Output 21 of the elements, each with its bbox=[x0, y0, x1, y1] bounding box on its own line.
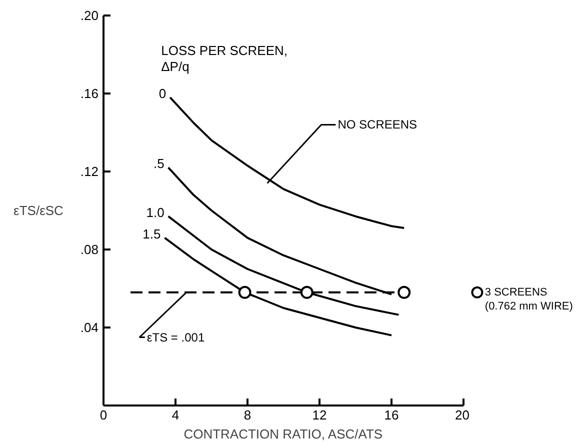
series-label: 1.0 bbox=[146, 204, 164, 220]
x-tick-label: 16 bbox=[384, 408, 399, 422]
y-tick-label: .16 bbox=[80, 86, 99, 101]
x-tick-label: 20 bbox=[455, 408, 470, 422]
y-tick-label: .08 bbox=[80, 242, 99, 257]
series-label: .5 bbox=[153, 156, 164, 172]
y-tick-label: .04 bbox=[80, 320, 99, 335]
y-tick-label: .20 bbox=[80, 8, 99, 23]
annotation: εTS = .001 bbox=[146, 330, 205, 344]
legend-title: LOSS PER SCREEN, ΔP/q bbox=[161, 43, 288, 74]
x-tick-label: 4 bbox=[172, 408, 180, 422]
y-axis-title: εTS/εSC bbox=[14, 203, 64, 218]
y-tick-label: .12 bbox=[80, 164, 99, 179]
series-label: 0 bbox=[158, 86, 166, 101]
series-label: 1.5 bbox=[142, 226, 161, 242]
x-axis-title: CONTRACTION RATIO, ASC/ATS bbox=[184, 426, 383, 442]
annotation: NO SCREENS bbox=[338, 118, 418, 132]
x-tick-label: 8 bbox=[244, 408, 252, 422]
x-tick-label: 0 bbox=[100, 408, 108, 422]
legend-label: 3 SCREENS (0.762 mm WIRE) bbox=[484, 286, 573, 312]
x-tick-label: 12 bbox=[312, 408, 327, 422]
